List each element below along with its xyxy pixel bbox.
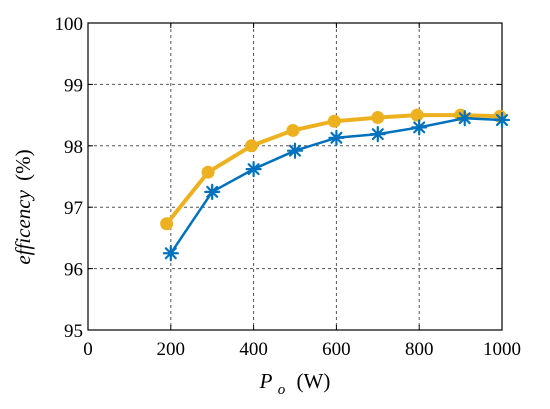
x-axis-title-unit: (W): [297, 369, 331, 393]
y-tick-label: 98: [64, 137, 83, 158]
y-tick-label: 97: [64, 198, 83, 219]
axis-ticks: 0 200 400 600 800 1000 95 96 97 98 99 100: [55, 14, 522, 360]
series-2-point: [162, 245, 179, 262]
x-tick-label: 800: [405, 339, 434, 360]
series-1-point: [245, 139, 259, 153]
y-tick-label: 95: [64, 321, 83, 342]
series-2-point: [204, 183, 221, 200]
series-2-point: [411, 119, 428, 136]
series-1-point: [327, 114, 341, 128]
series-1-point: [201, 165, 215, 179]
x-tick-label: 600: [322, 339, 351, 360]
series-2: [162, 110, 511, 262]
x-axis-title: P o (W): [259, 369, 331, 399]
y-axis-title-text: efficency: [11, 189, 35, 264]
x-tick-label: 1000: [483, 339, 521, 360]
y-tick-label: 100: [55, 14, 84, 35]
series-2-point: [286, 142, 304, 159]
series-2-point: [245, 161, 262, 178]
series-1-point: [286, 123, 300, 137]
x-axis-title-subscript: o: [278, 382, 286, 398]
y-axis-title: efficency (%): [11, 149, 35, 264]
series-2-point: [456, 110, 473, 127]
x-tick-label: 200: [157, 339, 186, 360]
y-axis-title-unit: (%): [11, 149, 35, 180]
y-tick-label: 96: [64, 260, 83, 281]
series-layer: [160, 108, 511, 262]
x-tick-label: 0: [83, 339, 93, 360]
series-2-point: [493, 111, 511, 129]
x-tick-label: 400: [239, 339, 268, 360]
series-1-point: [371, 111, 385, 125]
series-1-point: [160, 217, 174, 231]
grid-lines: [88, 23, 502, 330]
series-2-point: [369, 126, 386, 143]
series-2-point: [328, 129, 345, 146]
series-1-point: [410, 108, 424, 122]
y-tick-label: 99: [64, 75, 83, 96]
x-axis-title-symbol: P: [259, 369, 273, 393]
series-1: [160, 108, 507, 231]
plot-frame: [87, 22, 503, 331]
